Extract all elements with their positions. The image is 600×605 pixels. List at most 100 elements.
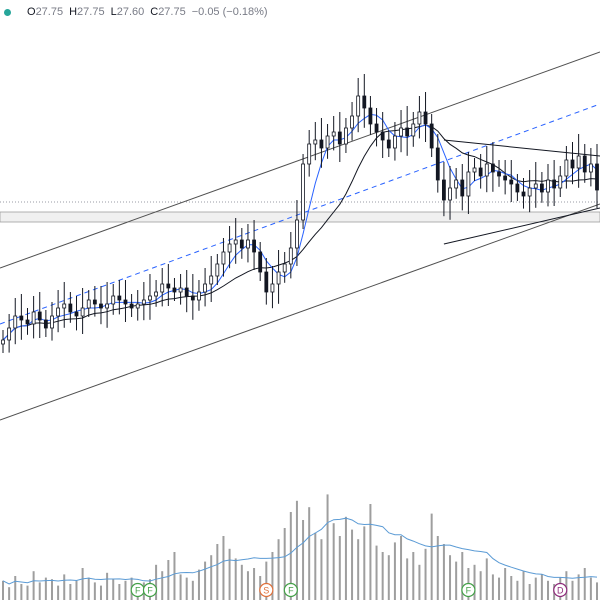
candle-body — [37, 311, 42, 321]
volume-bar — [179, 574, 182, 600]
volume-bar — [589, 577, 592, 600]
ohlc-legend: O 27.75 H 27.75 L 27.60 C 27.75 −0.05 (−0.18… — [0, 3, 268, 21]
candle-body — [252, 239, 256, 253]
candle — [282, 252, 287, 283]
candle-body — [197, 291, 201, 301]
candle — [301, 154, 305, 229]
volume-bar — [216, 544, 219, 600]
candle-body — [270, 283, 275, 293]
candle — [37, 292, 42, 338]
candle-body — [221, 251, 226, 265]
candle — [68, 292, 73, 323]
candle-body — [442, 179, 446, 201]
volume-bar — [393, 542, 396, 600]
volume-bar — [265, 561, 268, 600]
candle — [454, 168, 459, 199]
candle — [380, 112, 385, 158]
volume-bar — [455, 561, 458, 600]
volume-bar — [308, 507, 311, 600]
candle — [86, 290, 91, 317]
volume-bar — [571, 580, 574, 600]
candle-body — [68, 303, 73, 313]
candle-body — [19, 315, 24, 321]
volume-bar — [112, 579, 115, 600]
candle — [80, 288, 85, 334]
candle — [160, 268, 165, 307]
event-marker-dividend: D — [553, 582, 568, 598]
event-marker-financials: F — [283, 582, 298, 598]
candle — [43, 310, 48, 337]
candle-body — [448, 187, 452, 201]
volume-bar — [381, 552, 384, 600]
candle-body — [337, 131, 342, 145]
close-label: C — [150, 6, 159, 18]
volume-bar — [314, 532, 317, 600]
candle — [288, 232, 293, 279]
candle — [190, 274, 195, 320]
volume-bar — [295, 500, 298, 600]
volume-bar — [510, 576, 513, 600]
channel-upper-line — [0, 51, 600, 269]
volume-bar — [191, 580, 194, 600]
candle-body — [184, 287, 189, 297]
candle — [141, 282, 146, 321]
candle — [117, 280, 122, 315]
candle-body — [172, 287, 177, 293]
candle-body — [331, 131, 336, 137]
candle — [558, 166, 563, 197]
candle-body — [233, 239, 238, 245]
candle-body — [123, 299, 128, 305]
volume-bar — [412, 552, 415, 600]
candle-body — [74, 311, 79, 317]
candle-body — [13, 315, 18, 329]
candle — [435, 134, 440, 193]
volume-bar — [173, 552, 176, 600]
candle — [31, 296, 36, 339]
event-marker-financials: F — [130, 582, 145, 598]
candle — [221, 238, 226, 277]
candle — [417, 96, 422, 139]
channel-lower-line — [0, 203, 600, 421]
candle-body — [435, 147, 440, 181]
volume-bar — [57, 585, 60, 600]
candle — [13, 298, 18, 345]
event-marker-financials: F — [461, 582, 476, 598]
volume-bar — [430, 513, 433, 600]
volume-bar — [289, 512, 292, 600]
candle — [319, 118, 324, 168]
candle-body — [62, 303, 67, 309]
volume-bar — [320, 539, 323, 600]
volume-bar — [167, 560, 170, 600]
volume-bar — [2, 580, 4, 600]
candle — [203, 268, 207, 307]
open-value: 27.75 — [35, 6, 64, 18]
candle — [111, 284, 116, 315]
candle-body — [160, 283, 165, 293]
candle — [368, 96, 373, 135]
candle-body — [478, 167, 483, 177]
event-marker-label: F — [288, 586, 294, 596]
candle — [448, 166, 452, 220]
event-marker-circle — [553, 582, 568, 598]
candle-body — [429, 123, 434, 149]
candle-body — [86, 299, 91, 309]
candle — [1, 330, 5, 353]
volume-bar — [479, 571, 482, 600]
volume-bar — [596, 582, 598, 600]
candle — [74, 296, 79, 331]
volume-bar — [271, 552, 274, 600]
candle — [356, 78, 361, 133]
status-dot-icon — [4, 8, 11, 16]
candle — [295, 200, 299, 266]
volume-bar — [547, 580, 550, 600]
volume-bar — [565, 571, 568, 600]
volume-bar — [400, 536, 403, 600]
volume-bar — [228, 548, 231, 600]
volume-bar — [498, 577, 501, 600]
volume-bar — [357, 539, 360, 600]
event-marker-label: F — [466, 586, 472, 596]
volume-bar — [87, 577, 90, 600]
candle-body — [393, 135, 397, 149]
